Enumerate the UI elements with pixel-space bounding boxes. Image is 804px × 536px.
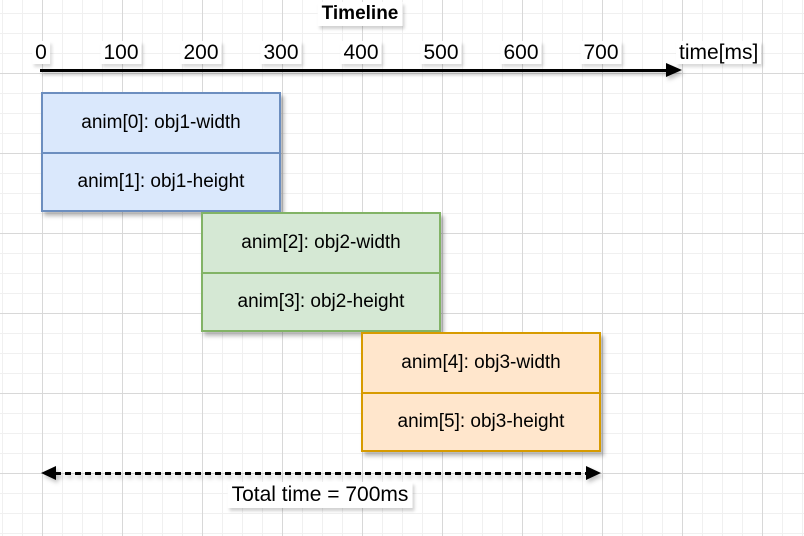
total-dashed-line bbox=[55, 472, 587, 475]
total-arrowhead-right-icon bbox=[586, 466, 601, 480]
bar-anim3: anim[3]: obj2-height bbox=[203, 272, 439, 330]
total-time-label: Total time = 700ms bbox=[227, 482, 413, 509]
axis-unit-label: time[ms] bbox=[676, 41, 762, 65]
bar-anim2-label: anim[2]: obj2-width bbox=[241, 232, 401, 253]
axis-arrowhead-right-icon bbox=[666, 63, 682, 77]
obj2-animation-group: anim[2]: obj2-width anim[3]: obj2-height bbox=[201, 212, 441, 332]
bar-anim0: anim[0]: obj1-width bbox=[43, 94, 279, 152]
bar-anim4-label: anim[4]: obj3-width bbox=[401, 352, 561, 373]
axis-tick-500: 500 bbox=[420, 41, 462, 65]
axis-tick-300: 300 bbox=[260, 41, 302, 65]
obj3-animation-group: anim[4]: obj3-width anim[5]: obj3-height bbox=[361, 332, 601, 452]
axis-tick-700: 700 bbox=[580, 41, 622, 65]
bar-anim1: anim[1]: obj1-height bbox=[43, 152, 279, 210]
bar-anim1-label: anim[1]: obj1-height bbox=[77, 171, 245, 192]
diagram-title: Timeline bbox=[317, 2, 403, 26]
bar-anim5-label: anim[5]: obj3-height bbox=[397, 411, 565, 432]
obj1-animation-group: anim[0]: obj1-width anim[1]: obj1-height bbox=[41, 92, 281, 212]
axis-tick-400: 400 bbox=[340, 41, 382, 65]
axis-tick-100: 100 bbox=[100, 41, 142, 65]
bar-anim2: anim[2]: obj2-width bbox=[203, 214, 439, 272]
bar-anim0-label: anim[0]: obj1-width bbox=[81, 112, 241, 133]
axis-line bbox=[40, 69, 668, 72]
bar-anim3-label: anim[3]: obj2-height bbox=[237, 291, 405, 312]
bar-anim5: anim[5]: obj3-height bbox=[363, 392, 599, 450]
total-arrowhead-left-icon bbox=[41, 466, 56, 480]
bar-anim4: anim[4]: obj3-width bbox=[363, 334, 599, 392]
axis-tick-0: 0 bbox=[32, 41, 50, 65]
axis-tick-600: 600 bbox=[500, 41, 542, 65]
axis-tick-200: 200 bbox=[180, 41, 222, 65]
